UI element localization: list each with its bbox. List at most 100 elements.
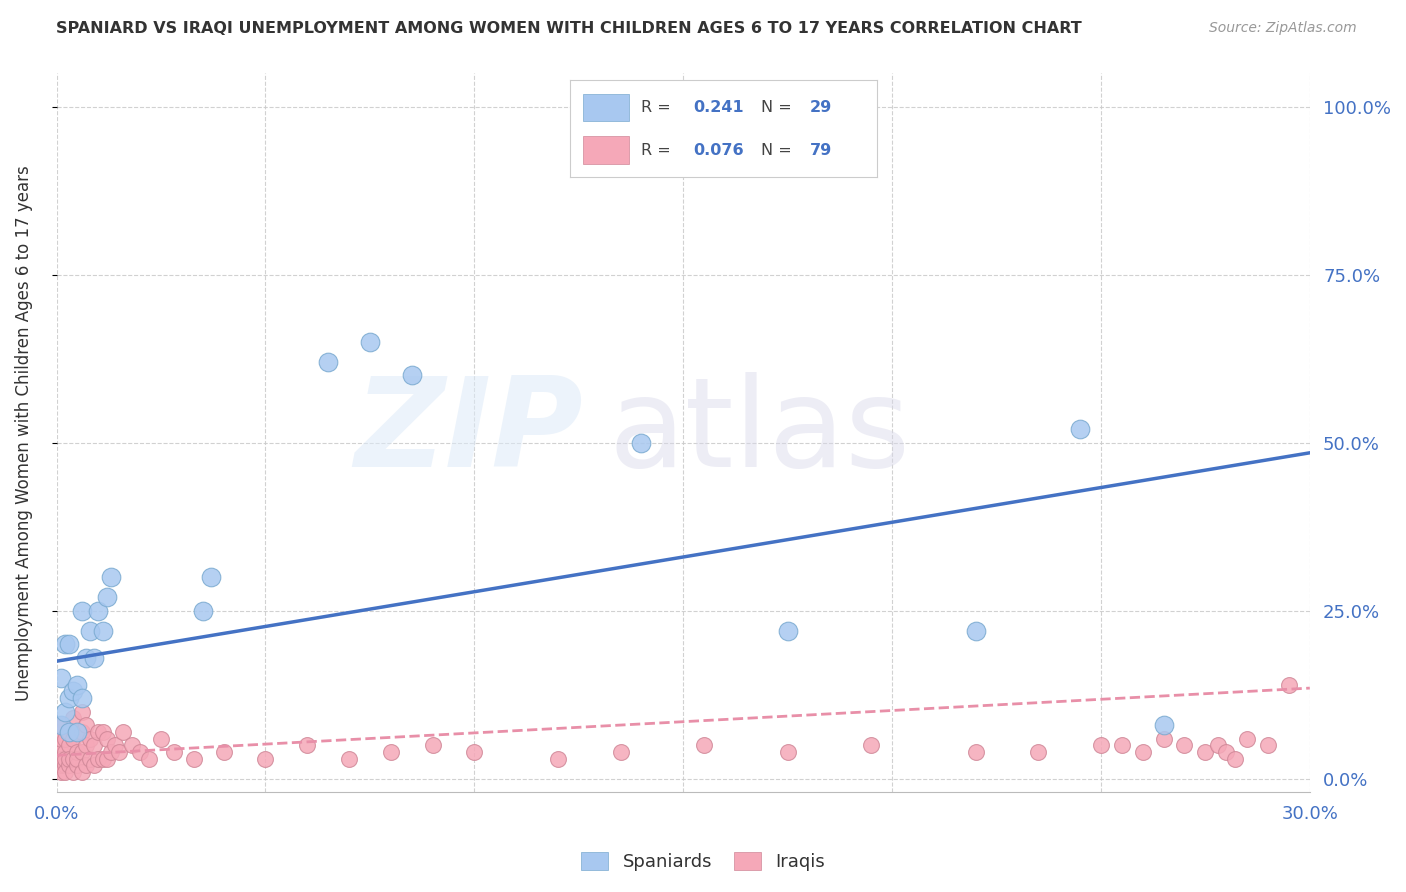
Point	[100, 745, 122, 759]
Point	[150, 731, 173, 746]
Point	[62, 752, 84, 766]
Point	[693, 738, 716, 752]
Point	[138, 752, 160, 766]
Point	[62, 684, 84, 698]
Point	[1111, 738, 1133, 752]
Text: Source: ZipAtlas.com: Source: ZipAtlas.com	[1209, 21, 1357, 35]
Point	[58, 758, 80, 772]
Point	[1215, 745, 1237, 759]
Point	[1236, 731, 1258, 746]
Point	[79, 752, 101, 766]
Point	[121, 738, 143, 752]
Point	[359, 334, 381, 349]
Point	[96, 752, 118, 766]
Point	[860, 738, 883, 752]
Point	[58, 637, 80, 651]
Point	[91, 724, 114, 739]
Point	[49, 745, 72, 759]
Point	[401, 368, 423, 383]
Point	[75, 738, 97, 752]
Point	[191, 604, 214, 618]
Point	[965, 745, 987, 759]
Point	[75, 758, 97, 772]
Point	[254, 752, 277, 766]
Point	[463, 745, 485, 759]
Point	[70, 745, 93, 759]
Point	[547, 752, 569, 766]
Point	[45, 738, 67, 752]
Point	[79, 624, 101, 638]
Point	[66, 724, 89, 739]
Point	[58, 738, 80, 752]
Text: SPANIARD VS IRAQI UNEMPLOYMENT AMONG WOMEN WITH CHILDREN AGES 6 TO 17 YEARS CORR: SPANIARD VS IRAQI UNEMPLOYMENT AMONG WOM…	[56, 21, 1083, 36]
Point	[337, 752, 360, 766]
Legend: Spaniards, Iraqis: Spaniards, Iraqis	[574, 845, 832, 879]
Point	[91, 752, 114, 766]
Point	[1153, 731, 1175, 746]
Point	[49, 718, 72, 732]
Point	[62, 765, 84, 780]
Point	[183, 752, 205, 766]
Point	[96, 591, 118, 605]
Point	[112, 724, 135, 739]
Point	[297, 738, 319, 752]
Point	[630, 435, 652, 450]
Point	[66, 752, 89, 766]
Point	[66, 745, 89, 759]
Point	[83, 650, 105, 665]
Point	[45, 758, 67, 772]
Point	[380, 745, 402, 759]
Point	[1223, 752, 1246, 766]
Point	[66, 724, 89, 739]
Point	[53, 752, 76, 766]
Point	[49, 731, 72, 746]
Point	[104, 738, 127, 752]
Point	[776, 745, 799, 759]
Point	[129, 745, 152, 759]
Y-axis label: Unemployment Among Women with Children Ages 6 to 17 years: Unemployment Among Women with Children A…	[15, 165, 32, 700]
Point	[58, 752, 80, 766]
Point	[1194, 745, 1216, 759]
Point	[49, 718, 72, 732]
Point	[66, 678, 89, 692]
Point	[83, 738, 105, 752]
Point	[53, 637, 76, 651]
Point	[53, 758, 76, 772]
Point	[609, 745, 631, 759]
Point	[79, 731, 101, 746]
Point	[108, 745, 131, 759]
Point	[87, 752, 110, 766]
Point	[53, 705, 76, 719]
Text: atlas: atlas	[607, 372, 910, 493]
Point	[75, 718, 97, 732]
Point	[70, 724, 93, 739]
Point	[49, 671, 72, 685]
Point	[776, 624, 799, 638]
Point	[53, 765, 76, 780]
Point	[45, 752, 67, 766]
Point	[58, 724, 80, 739]
Point	[162, 745, 184, 759]
Point	[1173, 738, 1195, 752]
Point	[49, 765, 72, 780]
Point	[91, 624, 114, 638]
Point	[49, 752, 72, 766]
Point	[1153, 718, 1175, 732]
Point	[83, 758, 105, 772]
Point	[422, 738, 444, 752]
Point	[66, 758, 89, 772]
Point	[1278, 678, 1301, 692]
Point	[1069, 422, 1091, 436]
Point	[965, 624, 987, 638]
Point	[70, 705, 93, 719]
Point	[87, 604, 110, 618]
Point	[70, 604, 93, 618]
Point	[58, 724, 80, 739]
Point	[70, 765, 93, 780]
Point	[62, 711, 84, 725]
Point	[96, 731, 118, 746]
Point	[58, 691, 80, 706]
Point	[62, 731, 84, 746]
Point	[316, 355, 339, 369]
Point	[87, 724, 110, 739]
